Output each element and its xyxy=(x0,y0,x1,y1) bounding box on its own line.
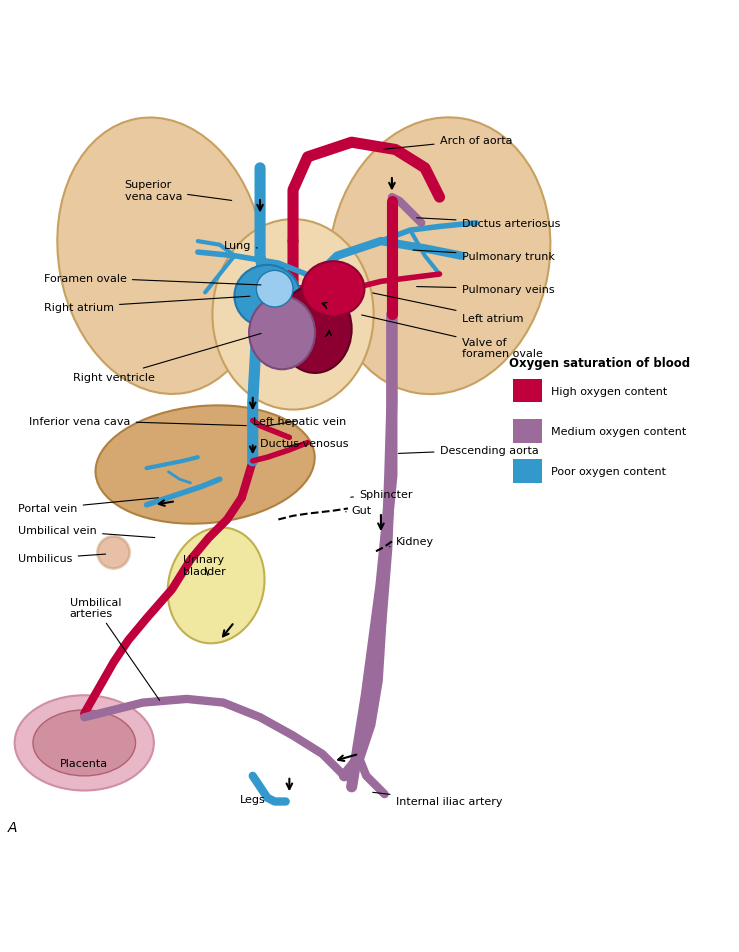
Text: Sphincter: Sphincter xyxy=(351,489,412,499)
Text: Left atrium: Left atrium xyxy=(372,293,523,324)
Text: Right ventricle: Right ventricle xyxy=(73,334,261,382)
Text: Pulmonary trunk: Pulmonary trunk xyxy=(413,250,554,262)
Text: Umbilical
arteries: Umbilical arteries xyxy=(69,597,160,701)
Text: Kidney: Kidney xyxy=(389,537,434,547)
Text: Medium oxygen content: Medium oxygen content xyxy=(551,426,686,436)
Text: Arch of aorta: Arch of aorta xyxy=(384,136,512,150)
Text: Ductus venosus: Ductus venosus xyxy=(260,438,349,448)
Ellipse shape xyxy=(95,406,315,525)
Text: Foramen ovale: Foramen ovale xyxy=(44,273,261,286)
Text: Oxygen saturation of blood: Oxygen saturation of blood xyxy=(509,357,690,370)
Ellipse shape xyxy=(15,696,154,791)
Text: Urinary
bladder: Urinary bladder xyxy=(183,554,226,576)
Text: Umbilical vein: Umbilical vein xyxy=(18,526,154,538)
Ellipse shape xyxy=(212,220,374,410)
Circle shape xyxy=(98,537,129,569)
Ellipse shape xyxy=(33,710,135,776)
Text: Placenta: Placenta xyxy=(60,758,109,767)
Text: Poor oxygen content: Poor oxygen content xyxy=(551,466,666,477)
Text: Lung: Lung xyxy=(223,241,257,250)
Text: Internal iliac artery: Internal iliac artery xyxy=(372,792,502,806)
Ellipse shape xyxy=(234,266,300,327)
Text: Ductus arteriosus: Ductus arteriosus xyxy=(417,219,560,228)
Ellipse shape xyxy=(249,297,315,370)
Ellipse shape xyxy=(302,262,364,317)
Text: Descending aorta: Descending aorta xyxy=(398,446,538,455)
Text: Inferior vena cava: Inferior vena cava xyxy=(30,416,246,426)
FancyBboxPatch shape xyxy=(513,420,542,443)
Ellipse shape xyxy=(279,286,352,373)
Text: Left hepatic vein: Left hepatic vein xyxy=(253,416,346,426)
Text: Pulmonary veins: Pulmonary veins xyxy=(417,285,554,294)
Text: Gut: Gut xyxy=(346,506,372,515)
FancyBboxPatch shape xyxy=(513,380,542,403)
Text: A: A xyxy=(7,821,17,835)
Text: Legs: Legs xyxy=(240,795,265,804)
Text: Superior
vena cava: Superior vena cava xyxy=(125,180,231,202)
Ellipse shape xyxy=(329,118,551,395)
Text: High oxygen content: High oxygen content xyxy=(551,387,667,396)
FancyBboxPatch shape xyxy=(513,460,542,484)
Text: Umbilicus: Umbilicus xyxy=(18,554,106,564)
Text: Right atrium: Right atrium xyxy=(44,297,250,312)
Text: Valve of
foramen ovale: Valve of foramen ovale xyxy=(361,316,542,359)
Ellipse shape xyxy=(168,528,265,644)
Text: Portal vein: Portal vein xyxy=(18,498,158,514)
Circle shape xyxy=(256,271,293,307)
Ellipse shape xyxy=(58,118,265,394)
